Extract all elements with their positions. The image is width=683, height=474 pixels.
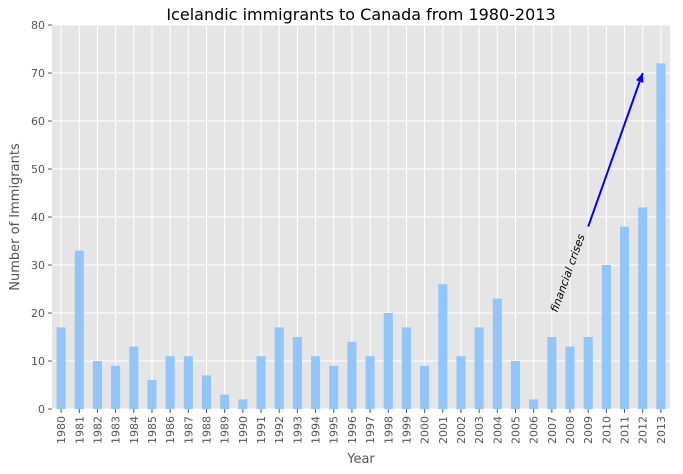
y-tick-label: 0 — [38, 403, 45, 416]
bar — [365, 356, 375, 409]
bar — [529, 399, 539, 409]
x-tick-label: 2008 — [564, 416, 577, 444]
x-tick-label: 1996 — [346, 416, 359, 444]
bar — [420, 365, 430, 409]
y-tick-label: 30 — [31, 259, 45, 272]
x-tick-label: 1986 — [164, 416, 177, 444]
x-tick-label: 2006 — [528, 416, 541, 444]
bar — [601, 265, 611, 409]
bar — [401, 327, 411, 409]
x-tick-label: 1997 — [364, 416, 377, 444]
bar — [147, 380, 157, 409]
x-tick-label: 1988 — [201, 416, 214, 444]
annotation-arrowhead — [635, 73, 644, 83]
bar — [311, 356, 321, 409]
x-tick-label: 1983 — [110, 416, 123, 444]
bar — [492, 298, 502, 409]
bar — [638, 207, 648, 409]
x-tick-label: 2011 — [619, 416, 632, 444]
x-tick-label: 1999 — [400, 416, 413, 444]
bar — [438, 284, 448, 409]
x-tick-label: 1990 — [237, 416, 250, 444]
x-tick-label: 2001 — [437, 416, 450, 444]
bar — [547, 337, 557, 409]
x-tick-label: 2003 — [473, 416, 486, 444]
y-axis-ticks: 0 10 20 30 40 50 60 70 80 — [31, 19, 52, 416]
y-tick-label: 10 — [31, 355, 45, 368]
bars — [56, 63, 666, 410]
bar — [220, 394, 230, 409]
x-tick-label: 2012 — [637, 416, 650, 444]
bar — [256, 356, 266, 409]
x-tick-label: 1980 — [55, 416, 68, 444]
x-tick-label: 1984 — [128, 416, 141, 444]
bar — [620, 226, 630, 409]
x-tick-label: 1995 — [328, 416, 341, 444]
x-tick-label: 2009 — [582, 416, 595, 444]
bar — [201, 375, 212, 409]
x-tick-label: 1991 — [255, 416, 268, 444]
bar — [329, 365, 339, 409]
y-tick-label: 50 — [31, 163, 45, 176]
x-tick-label: 2013 — [655, 416, 668, 444]
bar — [474, 327, 484, 409]
x-tick-label: 1989 — [219, 416, 232, 444]
bar — [238, 399, 248, 409]
chart-title: Icelandic immigrants to Canada from 1980… — [166, 5, 555, 24]
bar — [111, 365, 121, 409]
bar — [656, 63, 666, 410]
bar — [456, 356, 466, 409]
x-tick-label: 2002 — [455, 416, 468, 444]
x-tick-label: 2010 — [600, 416, 613, 444]
annotation-arrow — [587, 72, 644, 227]
x-tick-label: 1994 — [310, 416, 323, 444]
bar — [274, 327, 284, 409]
x-axis-ticks: 1980 1981 1982 1983 1984 1985 1986 1987 1988 1989… — [55, 409, 668, 444]
bar — [74, 250, 84, 409]
bar — [56, 327, 66, 409]
y-tick-label: 20 — [31, 307, 45, 320]
bar — [347, 341, 357, 409]
bar — [583, 337, 593, 409]
y-tick-label: 70 — [31, 67, 45, 80]
bar — [292, 337, 302, 409]
bar — [92, 361, 102, 409]
x-tick-label: 2005 — [510, 416, 523, 444]
x-tick-label: 1985 — [146, 416, 159, 444]
x-tick-label: 1981 — [73, 416, 86, 444]
x-tick-label: 2004 — [491, 416, 504, 444]
bar — [565, 346, 575, 409]
x-tick-label: 2000 — [419, 416, 432, 444]
x-tick-label: 1993 — [291, 416, 304, 444]
bar — [383, 313, 393, 409]
bar — [183, 356, 193, 409]
x-tick-label: 1998 — [382, 416, 395, 444]
bar — [510, 361, 521, 409]
x-tick-label: 1992 — [273, 416, 286, 444]
y-tick-label: 80 — [31, 19, 45, 32]
bar — [129, 346, 139, 409]
x-axis-label: Year — [346, 452, 375, 467]
x-tick-label: 1982 — [91, 416, 104, 444]
x-tick-label: 1987 — [182, 416, 195, 444]
y-tick-label: 60 — [31, 115, 45, 128]
x-tick-label: 2007 — [546, 416, 559, 444]
y-axis-label: Number of Immigrants — [8, 143, 23, 291]
y-tick-label: 40 — [31, 211, 45, 224]
bar — [165, 356, 175, 409]
